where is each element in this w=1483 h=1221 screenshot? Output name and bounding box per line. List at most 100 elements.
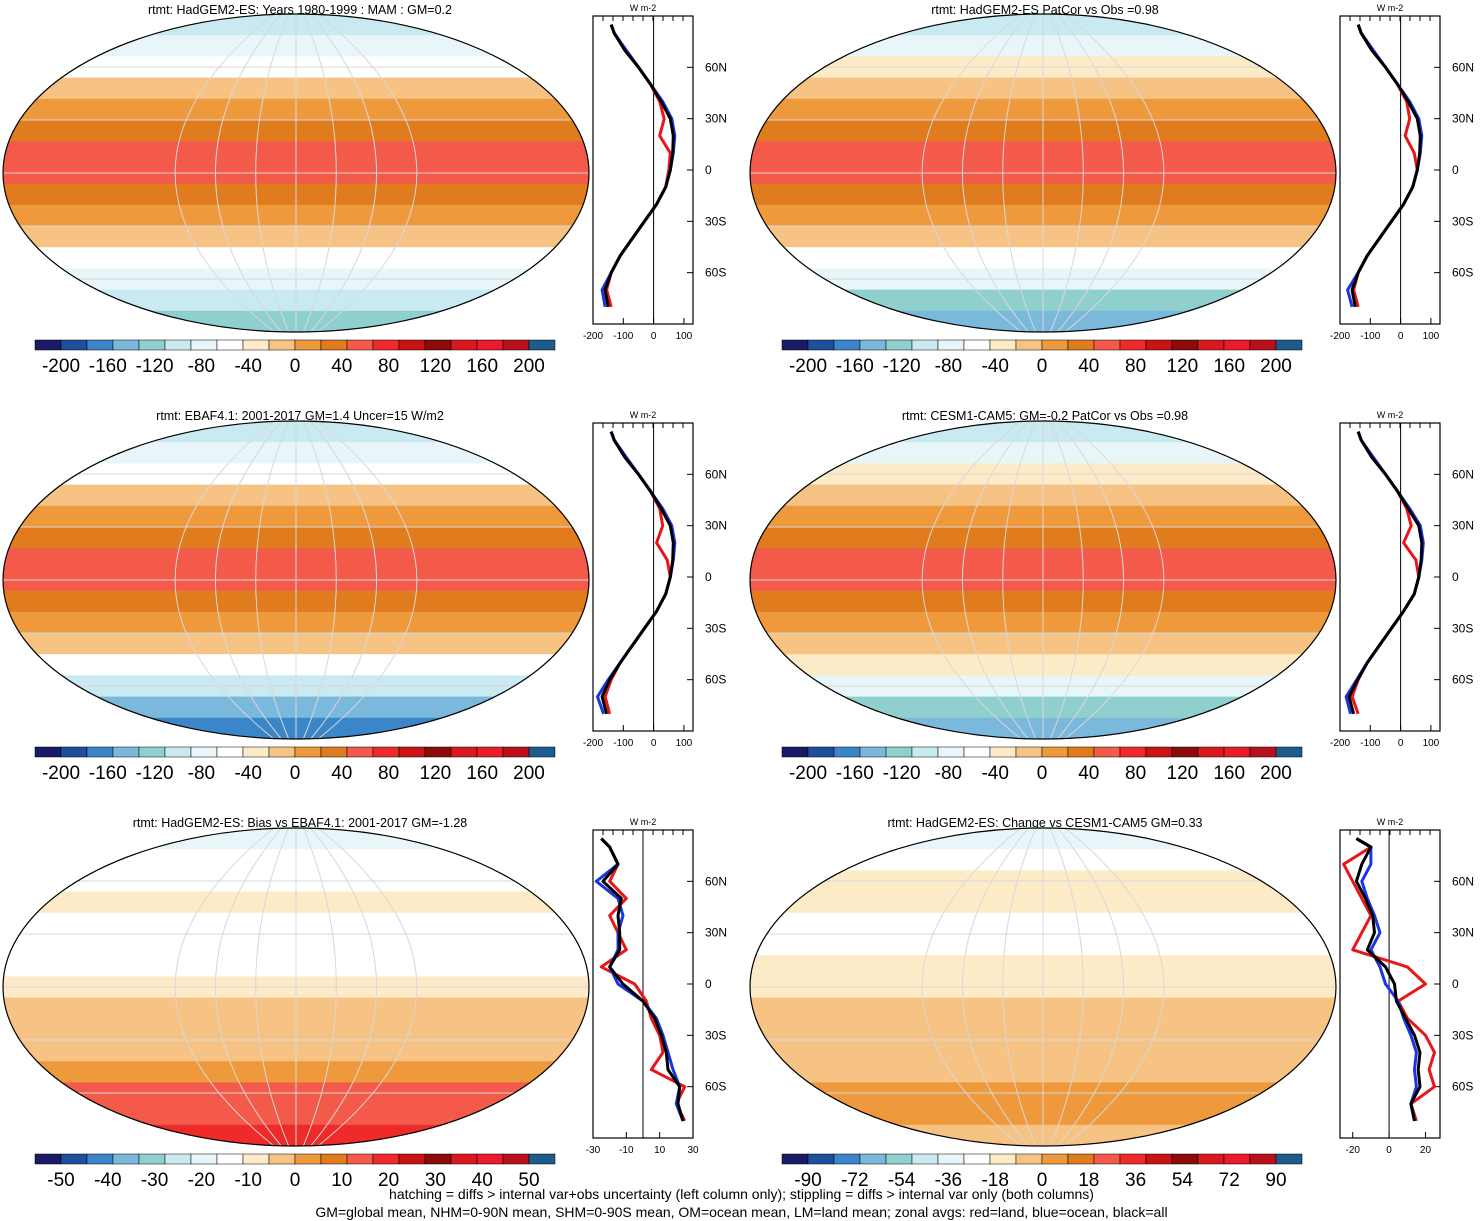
colorbar-swatch (1171, 1153, 1199, 1165)
zonal-lat-label: 0 (705, 570, 712, 584)
colorbar-swatch (1249, 746, 1277, 758)
graticule-meridian (174, 421, 275, 739)
colorbar-tick-label: -30 (141, 1170, 168, 1190)
zonal-x-label: 100 (676, 331, 693, 342)
colorbar-tick-label: 54 (1172, 1170, 1194, 1190)
colorbar-swatch (450, 339, 478, 351)
colorbar-swatch (424, 1153, 452, 1165)
colorbar-tick-label: -120 (883, 763, 921, 784)
colorbar-tick-label: 40 (1078, 356, 1099, 377)
colorbar-swatch (989, 746, 1017, 758)
colorbar-swatch (476, 339, 504, 351)
colorbar-swatch (1093, 746, 1121, 758)
colorbar-swatch (1223, 746, 1251, 758)
zonal-x-label: 100 (676, 738, 693, 749)
colorbar-swatch (781, 1153, 809, 1165)
map-panel-6 (749, 827, 1337, 1147)
colorbar-swatch (807, 746, 835, 758)
colorbar-swatch (937, 746, 965, 758)
zonal-lat-label: 60N (1452, 60, 1474, 74)
colorbar-swatch (450, 746, 478, 758)
colorbar-swatch (528, 746, 556, 758)
graticule-meridian (255, 828, 290, 1146)
colorbar-swatch (294, 746, 322, 758)
map-field-5 (3, 828, 589, 1146)
map-frame (2, 827, 590, 1147)
zonal-line-ocean (596, 431, 677, 715)
zonal-line-all (600, 837, 685, 1122)
colorbar-swatch (1119, 746, 1147, 758)
graticule-meridian (961, 14, 1029, 332)
colorbar-swatch (320, 1153, 348, 1165)
zonal-line-all (603, 24, 675, 308)
colorbar-tick-label: -120 (136, 763, 174, 784)
colorbar-swatch (1067, 339, 1095, 351)
colorbar-tick-label: 80 (1125, 763, 1146, 784)
colorbar-tick-label: -120 (136, 356, 174, 377)
panel-title-4: rtmt: CESM1-CAM5: GM=-0.2 PatCor vs Obs … (901, 409, 1189, 423)
graticule-meridian (214, 421, 282, 739)
zonal-panel-3: W m-2 60N 30N 0 30S 60S -200 -100 0 100 (583, 410, 727, 749)
graticule-meridian (302, 421, 337, 739)
colorbar-tick-label: -160 (89, 356, 127, 377)
colorbar-tick-label: 36 (1125, 1170, 1146, 1190)
colorbar-swatch (476, 1153, 504, 1165)
map-panel-1 (2, 13, 590, 333)
graticule-meridian (1064, 14, 1165, 332)
graticule-meridian (1057, 14, 1125, 332)
colorbar-tick-label: 18 (1078, 1170, 1099, 1190)
graticule-meridian (310, 14, 378, 332)
colorbar-swatch (320, 746, 348, 758)
colorbar-tick-label: 120 (1167, 763, 1199, 784)
zonal-lat-label: 30N (705, 519, 727, 533)
panel-title-3: rtmt: EBAF4.1: 2001-2017 GM=1.4 Uncer=15… (156, 409, 444, 423)
panel-title-5: rtmt: HadGEM2-ES: Bias vs EBAF4.1: 2001-… (132, 816, 468, 830)
colorbar-tick-label: 120 (1167, 356, 1199, 377)
colorbar-tick-label: 40 (331, 356, 352, 377)
colorbar-tick-label: 200 (1260, 763, 1292, 784)
colorbar-swatch (112, 339, 140, 351)
zonal-x-label: 100 (1423, 331, 1440, 342)
zonal-line-all (1350, 24, 1422, 308)
colorbar-swatch (34, 1153, 62, 1165)
footer-line-1: hatching = diffs > internal var+obs unce… (389, 1186, 1094, 1202)
colorbar-swatch (138, 339, 166, 351)
colorbar-swatch (60, 746, 88, 758)
zonal-unit-label: W m-2 (1377, 3, 1404, 13)
colorbar-tick-label: 0 (1037, 763, 1048, 784)
colorbar-tick-label: -10 (234, 1170, 261, 1190)
zonal-unit-label: W m-2 (630, 410, 657, 420)
map-field-2 (750, 14, 1336, 332)
zonal-line-all (1354, 837, 1422, 1122)
colorbar-swatch (1015, 1153, 1043, 1165)
colorbar-swatch (164, 339, 192, 351)
colorbar-tick-label: 40 (331, 763, 352, 784)
zonal-x-label: -200 (1330, 738, 1350, 749)
zonal-lat-label: 30N (705, 112, 727, 126)
zonal-x-label: -200 (1330, 331, 1350, 342)
colorbar-swatch (1093, 1153, 1121, 1165)
zonal-lat-label: 0 (705, 163, 712, 177)
graticule-meridian (1064, 828, 1165, 1146)
colorbar-swatch (989, 1153, 1017, 1165)
zonal-x-label: -100 (1360, 738, 1380, 749)
graticule-meridian (302, 828, 337, 1146)
colorbar-tick-label: 80 (378, 763, 399, 784)
graticule-meridian (174, 14, 275, 332)
colorbar-tick-label: 0 (290, 1170, 301, 1190)
colorbar-tick-label: 80 (378, 356, 399, 377)
colorbar-swatch (190, 746, 218, 758)
map-panel-4 (749, 420, 1337, 740)
colorbar-swatch (242, 339, 270, 351)
colorbar-swatch (112, 1153, 140, 1165)
zonal-lat-label: 30N (1452, 519, 1474, 533)
zonal-x-label: -30 (586, 1145, 601, 1156)
colorbar-tick-label: 160 (1213, 356, 1245, 377)
graticule-meridian (921, 828, 1022, 1146)
graticule-meridian (1002, 421, 1037, 739)
colorbar-tick-label: -40 (234, 356, 261, 377)
colorbar-swatch (502, 746, 530, 758)
colorbar-swatch (1275, 746, 1303, 758)
colorbar-swatch (502, 1153, 530, 1165)
